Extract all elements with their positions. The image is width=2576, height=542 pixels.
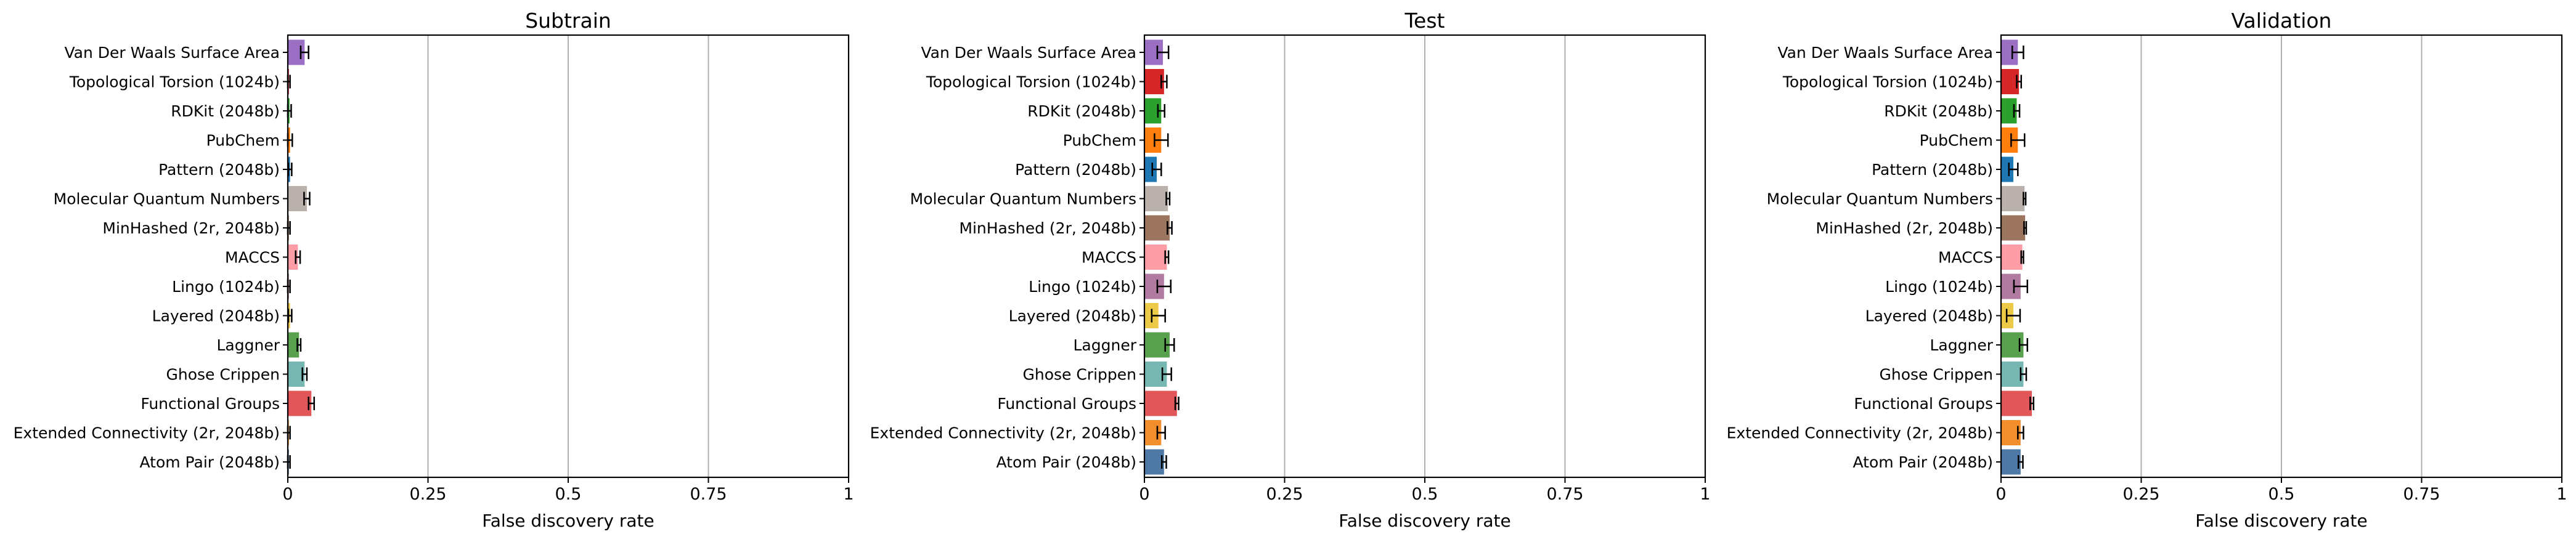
category-label: RDKit (2048b) — [171, 102, 280, 120]
category-label: Ghose Crippen — [1022, 366, 1136, 384]
bar — [1144, 245, 1167, 270]
x-tick-label: 0.75 — [1546, 485, 1583, 504]
category-label: Ghose Crippen — [166, 366, 280, 384]
x-tick-label: 0.75 — [690, 485, 727, 504]
category-label: Functional Groups — [997, 395, 1136, 413]
x-tick-label: 0.5 — [2268, 485, 2295, 504]
category-label: Laggner — [1074, 336, 1137, 354]
category-label: Atom Pair (2048b) — [996, 453, 1136, 471]
category-label: Lingo (1024b) — [1885, 278, 1993, 296]
category-label: Van Der Waals Surface Area — [921, 44, 1136, 62]
bar — [2001, 215, 2026, 241]
chart-panel-validation: Van Der Waals Surface Area Topological To… — [1727, 9, 2567, 531]
x-axis-label: False discovery rate — [1339, 511, 1511, 531]
category-label: PubChem — [1920, 132, 1993, 150]
category-label: Extended Connectivity (2r, 2048b) — [870, 424, 1136, 442]
x-axis-label: False discovery rate — [482, 511, 654, 531]
x-tick-label: 0 — [1139, 485, 1149, 504]
category-label: RDKit (2048b) — [1027, 102, 1136, 120]
category-label: Extended Connectivity (2r, 2048b) — [14, 424, 280, 442]
category-label: Layered (2048b) — [1865, 307, 1993, 325]
chart-panel-subtrain: Van Der Waals Surface Area Topological To… — [14, 9, 854, 531]
category-label: MACCS — [1082, 249, 1136, 267]
x-tick-label: 0.25 — [1266, 485, 1303, 504]
category-label: Atom Pair (2048b) — [1853, 453, 1993, 471]
bar — [2001, 449, 2021, 475]
category-label: Atom Pair (2048b) — [139, 453, 280, 471]
category-label: Topological Torsion (1024b) — [926, 73, 1136, 91]
category-label: PubChem — [1063, 132, 1136, 150]
chart-panel-test: Van Der Waals Surface Area Topological To… — [870, 9, 1711, 531]
bar — [2001, 245, 2023, 270]
category-label: Pattern (2048b) — [1872, 161, 1993, 179]
bar — [1144, 186, 1168, 211]
bar — [288, 332, 300, 358]
category-label: Laggner — [1930, 336, 1994, 354]
x-tick-label: 1 — [2556, 485, 2567, 504]
category-label: Molecular Quantum Numbers — [910, 190, 1136, 208]
x-tick-label: 1 — [1700, 485, 1710, 504]
category-label: Topological Torsion (1024b) — [1782, 73, 1993, 91]
category-label: Ghose Crippen — [1879, 366, 1993, 384]
bar — [2001, 390, 2032, 416]
category-label: Lingo (1024b) — [172, 278, 280, 296]
bar — [2001, 186, 2025, 211]
bar — [2001, 156, 2014, 182]
x-tick-label: 0.25 — [2122, 485, 2159, 504]
category-label: Molecular Quantum Numbers — [1767, 190, 1993, 208]
x-tick-label: 0.75 — [2403, 485, 2440, 504]
category-label: MinHashed (2r, 2048b) — [1816, 219, 1993, 237]
x-tick-label: 0 — [282, 485, 293, 504]
chart-title: Test — [1404, 9, 1445, 33]
category-label: Topological Torsion (1024b) — [69, 73, 280, 91]
category-label: Functional Groups — [141, 395, 280, 413]
x-tick-label: 0.25 — [409, 485, 446, 504]
bar — [1144, 390, 1177, 416]
category-label: Layered (2048b) — [1009, 307, 1136, 325]
bar — [1144, 215, 1170, 241]
bar — [288, 390, 312, 416]
bar — [1144, 156, 1157, 182]
category-label: MACCS — [1938, 249, 1993, 267]
category-label: MinHashed (2r, 2048b) — [102, 219, 280, 237]
category-label: Layered (2048b) — [152, 307, 280, 325]
bar — [2001, 362, 2024, 387]
category-label: Van Der Waals Surface Area — [1777, 44, 1993, 62]
x-tick-label: 1 — [843, 485, 854, 504]
category-label: Pattern (2048b) — [158, 161, 280, 179]
bar — [1144, 449, 1164, 475]
x-tick-label: 0 — [1995, 485, 2006, 504]
category-label: Extended Connectivity (2r, 2048b) — [1727, 424, 1993, 442]
category-label: Lingo (1024b) — [1029, 278, 1136, 296]
chart-title: Subtrain — [525, 9, 611, 33]
category-label: MinHashed (2r, 2048b) — [959, 219, 1136, 237]
category-label: Pattern (2048b) — [1015, 161, 1136, 179]
x-tick-label: 0.5 — [1412, 485, 1438, 504]
category-label: Van Der Waals Surface Area — [64, 44, 280, 62]
category-label: Laggner — [217, 336, 280, 354]
category-label: PubChem — [206, 132, 280, 150]
category-label: RDKit (2048b) — [1884, 102, 1993, 120]
chart-title: Validation — [2232, 9, 2332, 33]
x-axis-label: False discovery rate — [2195, 511, 2368, 531]
category-label: Functional Groups — [1854, 395, 1993, 413]
category-label: Molecular Quantum Numbers — [54, 190, 280, 208]
x-tick-label: 0.5 — [555, 485, 582, 504]
category-label: MACCS — [225, 249, 280, 267]
